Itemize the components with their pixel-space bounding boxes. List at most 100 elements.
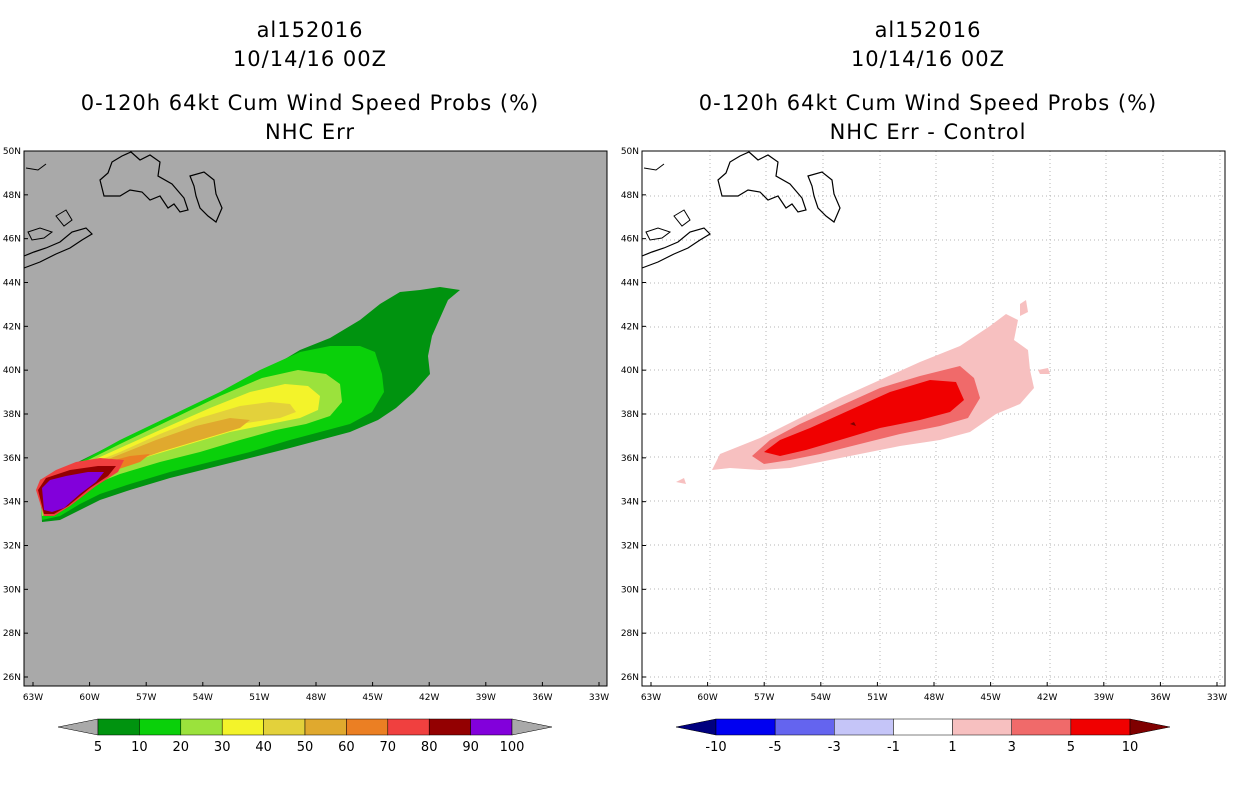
left-colorbar: 5 10 20 30 40 50 60 70 80 90 100: [57, 718, 553, 755]
lon-label: 36W: [1150, 693, 1170, 703]
colorbar-label: -5: [769, 740, 782, 755]
lon-label: 54W: [193, 693, 213, 703]
lon-label: 57W: [136, 693, 156, 703]
lat-label: 48N: [621, 191, 639, 201]
colorbar-label: 90: [462, 740, 479, 755]
colorbar-swatch: [675, 718, 717, 736]
right-map: [641, 150, 1226, 687]
lat-label: 50N: [621, 147, 639, 157]
lat-label: 32N: [621, 542, 639, 552]
colorbar-swatch: [511, 718, 553, 736]
colorbar-swatch: [97, 718, 140, 736]
lon-label: 33W: [1207, 693, 1227, 703]
lat-label: 42N: [621, 322, 639, 332]
right-date: 10/14/16 00Z: [850, 47, 1006, 71]
colorbar-swatch: [1070, 718, 1131, 736]
colorbar-swatch: [1129, 718, 1171, 736]
colorbar-swatch: [428, 718, 471, 736]
lon-label: 63W: [23, 693, 43, 703]
lat-label: 48N: [3, 191, 21, 201]
right-colorbar: -10 -5 -3 -1 1 3 5 10: [675, 718, 1171, 755]
lat-label: 30N: [621, 585, 639, 595]
colorbar-swatch: [387, 718, 430, 736]
colorbar-swatch: [180, 718, 223, 736]
colorbar-swatch: [346, 718, 389, 736]
lon-label: 57W: [754, 693, 774, 703]
axis-labels-right: 50N 48N 46N 44N 42N 40N 38N 36N 34N 32N 30N 28N 26N: [621, 147, 646, 683]
prob-40: [40, 402, 296, 506]
lat-label: 26N: [3, 673, 21, 683]
colorbar-label: 3: [1008, 740, 1016, 755]
left-map: [23, 150, 608, 687]
left-date: 10/14/16 00Z: [232, 47, 388, 71]
lat-label: 36N: [621, 454, 639, 464]
right-field: NHC Err - Control: [829, 120, 1027, 144]
lon-label: 45W: [362, 693, 382, 703]
colorbar-label: 60: [338, 740, 355, 755]
lon-label: 39W: [1094, 693, 1114, 703]
colorbar-label: -1: [887, 740, 900, 755]
lon-labels-left: 63W 60W 57W 54W 51W 48W 45W 42W 39W 36W 33W: [23, 682, 609, 703]
colorbar-label: 70: [380, 740, 397, 755]
lat-label: 34N: [621, 498, 639, 508]
diff-5: [764, 380, 964, 456]
colorbar-swatch: [470, 718, 513, 736]
colorbar-label: 20: [173, 740, 190, 755]
lon-label: 45W: [980, 693, 1000, 703]
colorbar-swatch: [774, 718, 835, 736]
lat-label: 46N: [621, 235, 639, 245]
lon-label: 48W: [306, 693, 326, 703]
lat-label: 34N: [3, 498, 21, 508]
colorbar-label: -3: [828, 740, 841, 755]
colorbar-swatch: [263, 718, 306, 736]
colorbar-label: 10: [1122, 740, 1139, 755]
colorbar-label: 10: [131, 740, 148, 755]
right-subtitle: 0-120h 64kt Cum Wind Speed Probs (%): [698, 91, 1158, 115]
colorbar-swatch: [57, 718, 99, 736]
lat-label: 30N: [3, 585, 21, 595]
lat-label: 32N: [3, 542, 21, 552]
colorbar-label: 5: [1067, 740, 1075, 755]
lat-label: 50N: [3, 147, 21, 157]
lat-label: 38N: [3, 410, 21, 420]
colorbar-swatch: [893, 718, 953, 736]
left-title: al152016: [256, 18, 364, 42]
colorbar-swatch: [139, 718, 182, 736]
lon-label: 63W: [641, 693, 661, 703]
colorbar-label: 50: [297, 740, 314, 755]
lat-label: 42N: [3, 322, 21, 332]
colorbar-swatch: [221, 718, 264, 736]
right-title: al152016: [874, 18, 982, 42]
lat-label: 28N: [3, 629, 21, 639]
lon-label: 60W: [697, 693, 717, 703]
lon-label: 48W: [924, 693, 944, 703]
colorbar-label: 40: [255, 740, 272, 755]
prob-50: [40, 418, 250, 504]
lat-label: 28N: [621, 629, 639, 639]
colorbar-label: 1: [948, 740, 956, 755]
lat-label: 36N: [3, 454, 21, 464]
lon-label: 51W: [867, 693, 887, 703]
lon-label: 60W: [79, 693, 99, 703]
left-field: NHC Err: [264, 120, 355, 144]
axis-labels-left: 50N 48N 46N 44N 42N 40N 38N 36N 34N 32N 30N 28N 26N: [3, 147, 28, 683]
lat-label: 38N: [621, 410, 639, 420]
lon-label: 51W: [249, 693, 269, 703]
lat-label: 44N: [621, 279, 639, 289]
lon-label: 54W: [811, 693, 831, 703]
lat-label: 40N: [621, 366, 639, 376]
lon-label: 33W: [589, 693, 609, 703]
lat-label: 40N: [3, 366, 21, 376]
colorbar-label: 5: [94, 740, 102, 755]
lon-label: 42W: [1037, 693, 1057, 703]
colorbar-label: 80: [421, 740, 438, 755]
lon-label: 42W: [419, 693, 439, 703]
colorbar-swatch: [304, 718, 347, 736]
lon-label: 36W: [532, 693, 552, 703]
lat-label: 46N: [3, 235, 21, 245]
lat-label: 26N: [621, 673, 639, 683]
lat-label: 44N: [3, 279, 21, 289]
colorbar-swatch: [715, 718, 776, 736]
left-subtitle: 0-120h 64kt Cum Wind Speed Probs (%): [80, 91, 540, 115]
